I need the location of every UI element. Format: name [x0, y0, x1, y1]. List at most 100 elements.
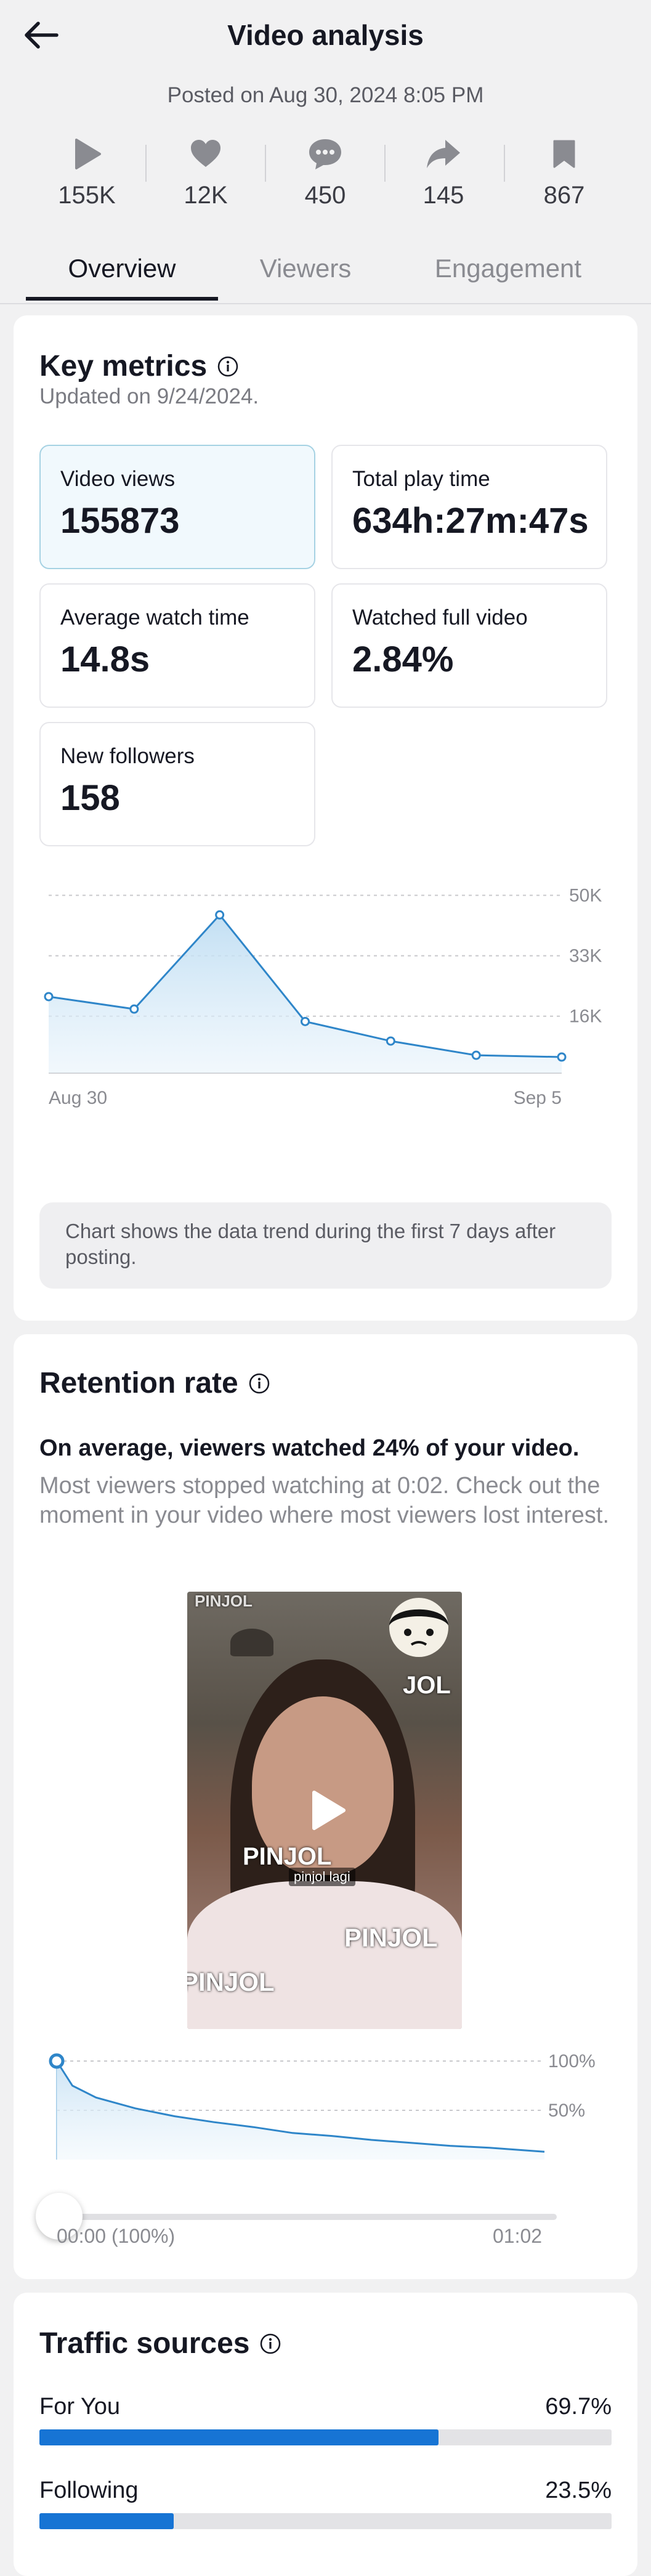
metric-label: Video views — [60, 467, 176, 491]
info-icon[interactable] — [248, 1372, 270, 1395]
metric-value: 155873 — [60, 501, 180, 541]
face-shape — [252, 1696, 394, 1875]
y-tick-label: 33K — [569, 946, 602, 966]
metric-card-watched-full-video[interactable]: Watched full video 2.84% — [331, 583, 607, 708]
y-tick-label: 50% — [548, 2100, 585, 2121]
retention-line — [55, 2060, 545, 2153]
stat-value: 867 — [543, 182, 585, 209]
data-point — [386, 1036, 395, 1046]
metric-card-average-watch-time[interactable]: Average watch time 14.8s — [39, 583, 315, 708]
retention-area — [57, 2061, 544, 2160]
data-point — [301, 1016, 310, 1026]
chart-note: Chart shows the data trend during the fi… — [39, 1202, 612, 1289]
info-icon[interactable] — [259, 2333, 281, 2355]
comment-icon — [309, 139, 341, 169]
slider-track — [39, 2214, 557, 2220]
metric-card-video-views[interactable]: Video views 155873 — [39, 445, 315, 569]
back-button[interactable] — [22, 14, 71, 57]
key-metrics-card: Key metrics Updated on 9/24/2024. Video … — [14, 315, 637, 1321]
tab-viewers[interactable]: Viewers — [259, 254, 352, 283]
metric-label: Average watch time — [60, 606, 249, 630]
key-metrics-title: Key metrics — [39, 349, 239, 383]
lamp-shape — [230, 1629, 273, 1656]
slider-thumb[interactable] — [36, 2193, 83, 2240]
section-title: Traffic sources — [39, 2327, 250, 2360]
bookmark-icon — [553, 140, 575, 168]
stat-value: 155K — [58, 182, 116, 209]
thumb-overlay-text: PINJOL — [243, 1843, 332, 1870]
thumb-caption: pinjol lagi — [289, 1868, 355, 1886]
stat-shares: 145 — [391, 132, 496, 209]
metric-card-new-followers[interactable]: New followers 158 — [39, 722, 315, 846]
thumb-overlay-text: PINJOL — [187, 1967, 275, 1996]
stat-comments: 450 — [273, 132, 378, 209]
metric-label: Watched full video — [352, 606, 528, 630]
source-name: For You — [39, 2394, 120, 2420]
source-percent: 23.5% — [545, 2477, 612, 2503]
divider — [504, 145, 505, 182]
metric-label: New followers — [60, 744, 195, 768]
thumb-overlay-text: PINJOL — [195, 1592, 253, 1610]
source-name: Following — [39, 2477, 139, 2503]
y-tick-label: 100% — [548, 2051, 596, 2072]
header: Video analysis Posted on Aug 30, 2024 8:… — [0, 0, 651, 305]
info-icon[interactable] — [217, 355, 239, 378]
retention-chart-svg: 100% 50% — [49, 2051, 596, 2160]
stat-value: 145 — [423, 182, 464, 209]
y-tick-label: 16K — [569, 1007, 602, 1027]
posted-date: Posted on Aug 30, 2024 8:05 PM — [167, 83, 484, 107]
stat-saves: 867 — [512, 132, 617, 209]
traffic-title: Traffic sources — [39, 2327, 281, 2360]
views-area — [49, 915, 562, 1073]
metric-value: 2.84% — [352, 639, 454, 679]
arrow-left-icon — [25, 22, 59, 49]
data-point — [557, 1052, 567, 1062]
metric-card-total-play-time[interactable]: Total play time 634h:27m:47s — [331, 445, 607, 569]
thumb-overlay-text: PINJOL — [344, 1923, 438, 1952]
retention-card: Retention rate On average, viewers watch… — [14, 1334, 637, 2279]
play-icon — [312, 1791, 346, 1830]
source-bar-fill — [39, 2429, 439, 2445]
source-bar-track — [39, 2513, 612, 2529]
play-icon — [75, 139, 101, 169]
tab-engagement[interactable]: Engagement — [434, 254, 582, 283]
retention-title: Retention rate — [39, 1366, 270, 1400]
stat-likes: 12K — [153, 132, 258, 209]
divider — [384, 145, 386, 182]
active-tab-indicator — [26, 297, 218, 301]
views-trend-chart: 50K 33K 16K Aug 30 Sep 5 — [14, 870, 637, 1116]
playhead-marker — [49, 2053, 65, 2069]
data-point — [129, 1004, 139, 1014]
stat-value: 450 — [304, 182, 346, 209]
time-start: 00:00 (100%) — [57, 2225, 176, 2247]
views-chart-svg: 50K 33K 16K Aug 30 Sep 5 — [44, 886, 602, 1108]
divider — [265, 145, 266, 182]
stat-value: 12K — [184, 182, 228, 209]
data-point — [44, 992, 54, 1002]
sticker-icon — [389, 1598, 448, 1657]
metric-value: 14.8s — [60, 639, 150, 679]
metric-value: 634h:27m:47s — [352, 501, 589, 541]
stat-views: 155K — [34, 132, 139, 209]
timeline-slider[interactable] — [36, 2190, 557, 2240]
source-bar-fill — [39, 2513, 174, 2529]
data-point — [215, 910, 225, 920]
source-bar-track — [39, 2429, 612, 2445]
heart-icon — [191, 140, 220, 167]
updated-date: Updated on 9/24/2024. — [39, 384, 259, 408]
x-tick-label: Sep 5 — [514, 1088, 562, 1108]
source-percent: 69.7% — [545, 2394, 612, 2420]
metric-value: 158 — [60, 778, 120, 818]
section-title: Key metrics — [39, 350, 208, 383]
video-thumbnail[interactable]: PINJOL PINJOL PINJOL PINJOL JOL pinjol l… — [187, 1592, 462, 2029]
page-title: Video analysis — [227, 19, 424, 51]
time-end: 01:02 — [493, 2225, 543, 2247]
x-tick-label: Aug 30 — [49, 1088, 107, 1108]
metric-label: Total play time — [352, 467, 490, 491]
thumb-overlay-text: JOL — [403, 1672, 451, 1699]
traffic-sources-card: Traffic sources For You 69.7% Following … — [14, 2293, 637, 2576]
tab-overview[interactable]: Overview — [68, 254, 176, 283]
stats-row: 155K 12K 450 145 867 — [0, 132, 651, 219]
shirt-shape — [187, 1881, 462, 2029]
retention-lead: On average, viewers watched 24% of your … — [39, 1435, 580, 1461]
